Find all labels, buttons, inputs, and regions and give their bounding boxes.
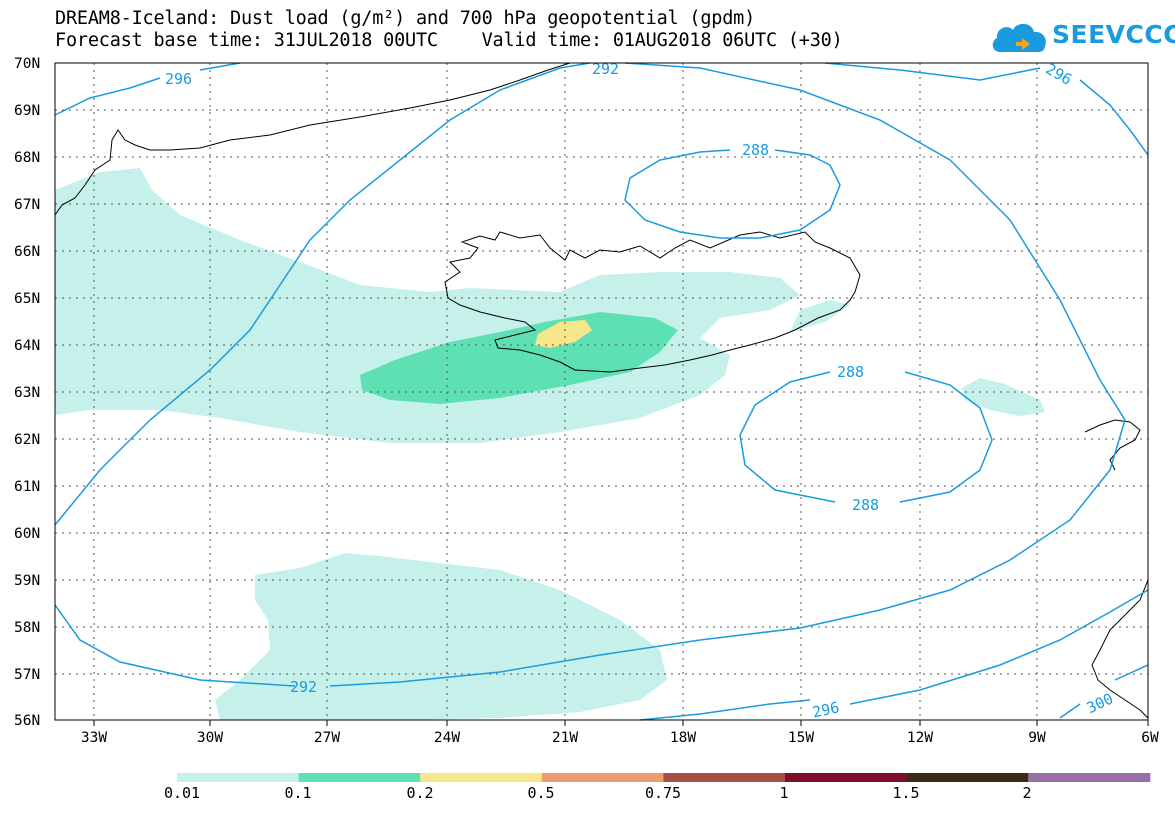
legend-label: 1.5 bbox=[892, 784, 920, 802]
lat-label: 59N bbox=[14, 573, 40, 589]
legend-label: 2 bbox=[1022, 784, 1032, 802]
lat-label: 62N bbox=[14, 432, 40, 448]
seevccc-logo bbox=[992, 23, 1046, 52]
greenland-coast bbox=[54, 62, 571, 216]
geopotential-contours bbox=[54, 62, 1149, 721]
lon-label: 30W bbox=[197, 730, 223, 746]
dust-area-low-east bbox=[790, 300, 850, 332]
legend-label: 1 bbox=[779, 784, 789, 802]
cloud-arrow-icon bbox=[992, 23, 1046, 52]
lon-label: 6W bbox=[1141, 730, 1159, 746]
lon-label: 24W bbox=[434, 730, 460, 746]
lon-label: 9W bbox=[1028, 730, 1046, 746]
norway-coast-south bbox=[1091, 579, 1149, 719]
lat-label: 67N bbox=[14, 197, 40, 213]
longitude-labels: 33W 30W 27W 24W 21W 18W 15W 12W 9W 6W bbox=[81, 730, 1159, 746]
lat-label: 68N bbox=[14, 150, 40, 166]
lon-label: 33W bbox=[81, 730, 107, 746]
lon-label: 18W bbox=[670, 730, 696, 746]
lat-label: 70N bbox=[14, 56, 40, 72]
map-title: DREAM8-Iceland: Dust load (g/m²) and 700… bbox=[55, 8, 756, 29]
legend-colorbar bbox=[177, 773, 1151, 782]
legend-swatch bbox=[785, 773, 908, 782]
contour-292-inner bbox=[54, 62, 1126, 687]
legend-label: 0.01 bbox=[163, 784, 201, 802]
map-grid bbox=[55, 63, 1148, 720]
norway-coast-north bbox=[1084, 419, 1141, 471]
dust-area-low-patch bbox=[962, 378, 1045, 416]
legend-swatch bbox=[663, 773, 786, 782]
contour-label: 292 bbox=[592, 60, 619, 78]
coastlines bbox=[54, 62, 1149, 719]
legend-label: 0.1 bbox=[284, 784, 312, 802]
contour-label: 296 bbox=[811, 698, 841, 721]
lon-label: 15W bbox=[788, 730, 814, 746]
map-subtitle: Forecast base time: 31JUL2018 00UTC Vali… bbox=[55, 30, 843, 51]
legend-label: 0.2 bbox=[406, 784, 434, 802]
lon-label: 27W bbox=[314, 730, 340, 746]
lon-label: 21W bbox=[552, 730, 578, 746]
legend-swatch bbox=[541, 773, 664, 782]
lat-label: 66N bbox=[14, 244, 40, 260]
dust-shading bbox=[55, 168, 1045, 720]
tick-marks bbox=[93, 720, 1149, 726]
contour-label: 288 bbox=[742, 141, 769, 159]
contour-288-north bbox=[624, 149, 841, 239]
lat-label: 58N bbox=[14, 620, 40, 636]
contour-label: 292 bbox=[290, 678, 317, 696]
legend-swatch bbox=[420, 773, 543, 782]
lat-label: 60N bbox=[14, 526, 40, 542]
legend-swatch bbox=[298, 773, 421, 782]
legend-swatch bbox=[177, 773, 300, 782]
contour-label: 296 bbox=[165, 70, 192, 88]
dust-area-low-south bbox=[215, 553, 667, 720]
lat-label: 61N bbox=[14, 479, 40, 495]
lat-label: 64N bbox=[14, 338, 40, 354]
contour-label: 296 bbox=[1043, 60, 1075, 89]
iceland-coast bbox=[444, 231, 861, 373]
lon-label: 12W bbox=[907, 730, 933, 746]
contour-label: 288 bbox=[852, 496, 879, 514]
lat-label: 56N bbox=[14, 713, 40, 729]
legend-label: 0.75 bbox=[644, 784, 682, 802]
lat-label: 65N bbox=[14, 291, 40, 307]
legend-swatch bbox=[906, 773, 1029, 782]
contour-296-east bbox=[824, 62, 1149, 156]
legend-swatch bbox=[1028, 773, 1151, 782]
contour-label: 300 bbox=[1084, 689, 1116, 717]
dust-area-high bbox=[535, 320, 592, 348]
map-frame bbox=[54, 62, 1149, 721]
lat-label: 69N bbox=[14, 103, 40, 119]
logo-text: SEEVCCC bbox=[1052, 20, 1175, 49]
contour-label: 288 bbox=[837, 363, 864, 381]
lat-label: 57N bbox=[14, 667, 40, 683]
legend-label: 0.5 bbox=[527, 784, 555, 802]
dust-area-medium bbox=[360, 312, 678, 404]
lat-label: 63N bbox=[14, 385, 40, 401]
latitude-labels: 70N 69N 68N 67N 66N 65N 64N 63N 62N 61N … bbox=[14, 56, 40, 729]
contour-288-south bbox=[739, 371, 993, 503]
contour-300 bbox=[1059, 664, 1149, 719]
contour-296-south bbox=[639, 589, 1149, 721]
contour-296-northwest bbox=[54, 62, 241, 116]
